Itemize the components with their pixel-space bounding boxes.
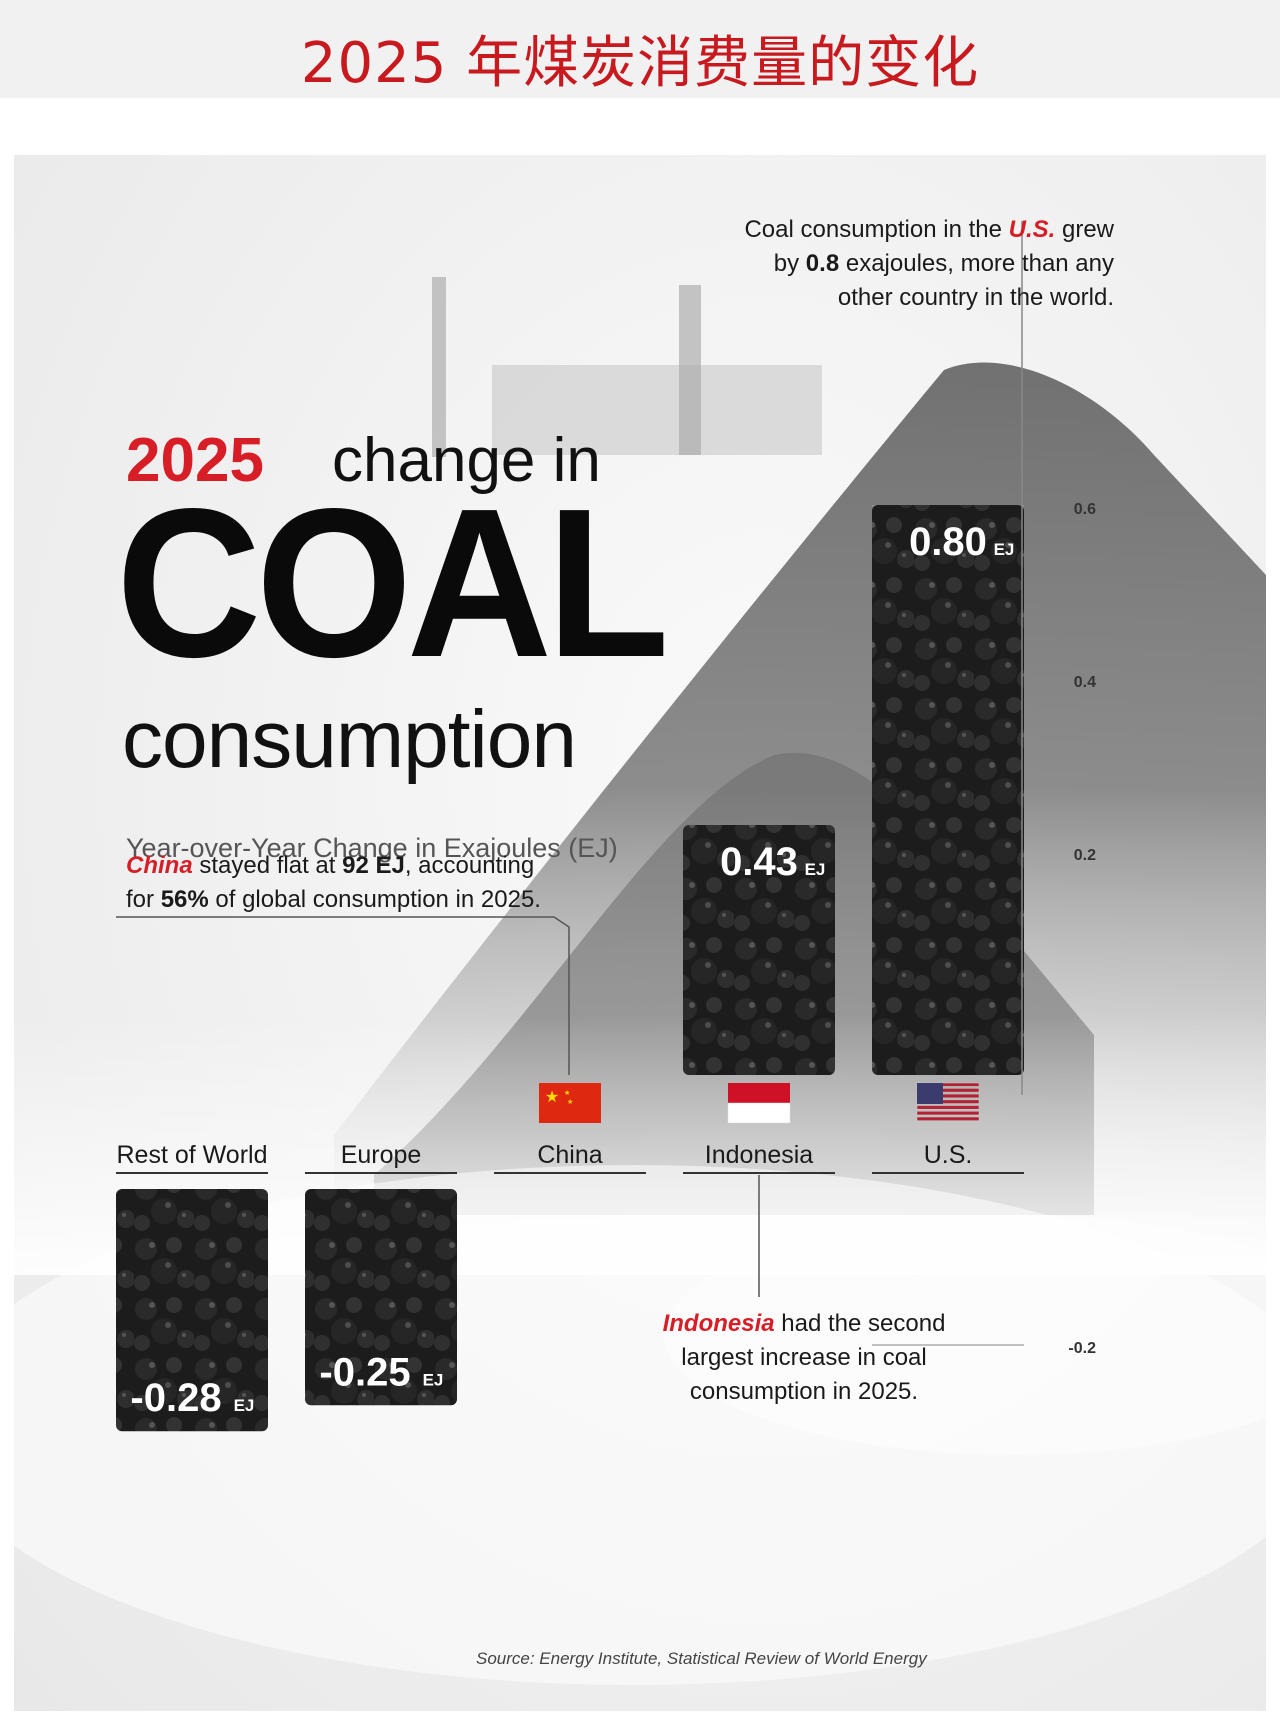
headline-consumption: consumption [122,694,577,785]
y-tick-label: -0.2 [1068,1340,1096,1357]
flag-stripe [917,1094,979,1098]
headline-change-in: change in [332,426,601,495]
us-flag-icon [916,1082,980,1124]
y-tick-label: 0.6 [1074,501,1096,518]
flag-stripe [727,1102,791,1124]
bar-unit-label: EJ [423,1370,444,1389]
bar-unit-label: EJ [805,860,826,879]
flag-stripe [917,1111,979,1115]
bar-rest-of-world [116,1189,268,1432]
flag-stripe [917,1100,979,1104]
flag-stripe [728,1083,790,1103]
chart-subtitle: Year-over-Year Change in Exajoules (EJ) [126,833,618,863]
china-flag-icon: ★ ★★ [539,1083,601,1123]
bar-u-s- [872,505,1024,1075]
us-annotation: Coal consumption in the U.S. grew by 0.8… [744,216,1114,311]
flag-field [539,1083,601,1123]
coal-bar-chart: 0.6 0.4 0.2 -0.2 -0.28 EJ Rest of World -0.25 EJ… [116,221,1096,1432]
bar-unit-label: EJ [234,1396,255,1415]
china-annotation: China stayed flat at 92 EJ, accounting f… [126,852,541,913]
category-label: Indonesia [705,1141,814,1169]
headline-coal: COAL [116,464,669,701]
flag-star: ★ [564,1089,570,1097]
category-label: China [537,1141,602,1169]
y-tick-label: 0.2 [1074,847,1096,864]
flag-stripe [917,1083,979,1087]
flag-star: ★ [545,1087,559,1106]
bar-unit-label: EJ [994,540,1015,559]
y-tick-label: 0.4 [1074,674,1096,691]
bar-europe [305,1189,457,1406]
flag-canton [917,1083,943,1104]
indonesia-annotation: Indonesia had the second largest increas… [662,1310,946,1405]
infographic: 0.6 0.4 0.2 -0.2 -0.28 EJ Rest of World -0.25 EJ… [14,155,1266,1711]
indonesia-flag-icon [727,1083,791,1124]
flag-stripe [917,1105,979,1109]
category-label: U.S. [924,1141,973,1169]
top-banner: 2025 年煤炭消费量的变化 [0,0,1280,98]
headline-year: 2025 [126,426,264,495]
bar-value-label: -0.28 [130,1376,221,1420]
flag-stripe [917,1088,979,1092]
bar-value-label: 0.80 [909,520,987,564]
source-citation: Source: Energy Institute, Statistical Re… [476,1649,927,1668]
category-label: Europe [341,1141,422,1169]
category-label: Rest of World [117,1141,268,1169]
bar-value-label: -0.25 [319,1350,410,1394]
flag-stripe [917,1117,979,1121]
flag-star: ★ [567,1098,573,1106]
bar-indonesia [683,825,835,1075]
bar-value-label: 0.43 [720,840,798,884]
banner-title: 2025 年煤炭消费量的变化 [300,31,980,96]
china-connector-line [116,916,570,1075]
